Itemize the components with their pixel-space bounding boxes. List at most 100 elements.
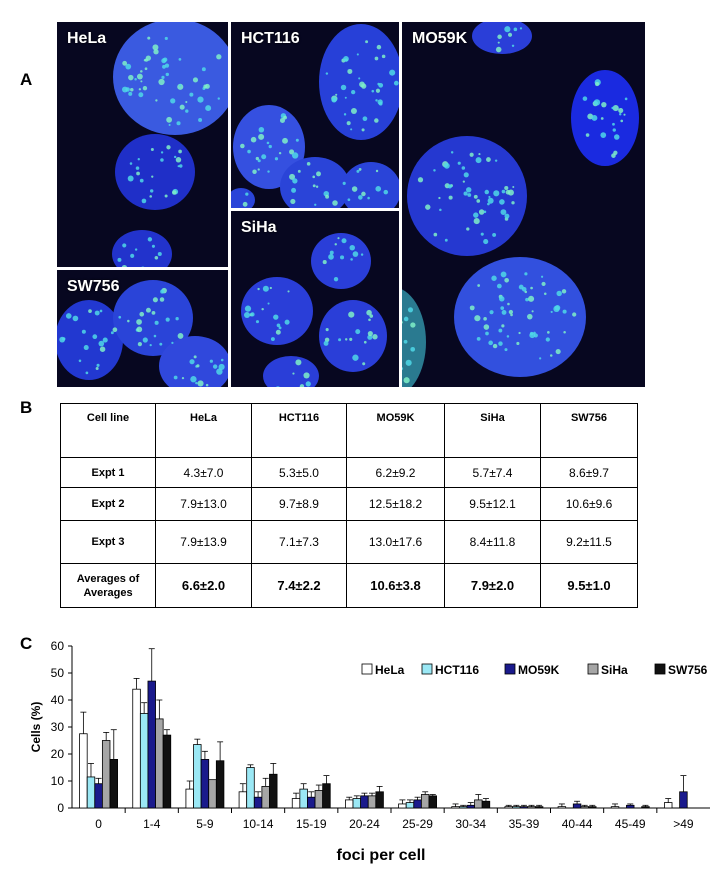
table-row-label: Expt 2 (60, 487, 156, 521)
bar (291, 798, 301, 809)
bar (238, 791, 248, 809)
x-tick-label: 15-19 (296, 817, 327, 831)
bar (664, 802, 673, 809)
bar (155, 718, 164, 809)
legend-swatch (421, 663, 433, 675)
x-tick-label: 10-14 (243, 817, 274, 831)
table-cell: 5.7±7.4 (444, 457, 541, 488)
table-row-label-line: Averages of (76, 572, 140, 585)
table-cell: 9.5±1.0 (540, 563, 638, 608)
micrograph-label-hct116: HCT116 (241, 30, 300, 47)
table-cell: 7.4±2.2 (251, 563, 347, 608)
bar (185, 788, 194, 809)
micrograph-hela: HeLa (57, 22, 228, 267)
table-cell: 6.6±2.0 (155, 563, 252, 608)
bar (215, 760, 225, 809)
bar (193, 744, 202, 809)
table-cell: 7.9±2.0 (444, 563, 541, 608)
table-row: Averages of Averages 6.6±2.0 7.4±2.2 10.6… (60, 563, 638, 608)
micrograph-siha: SiHa (231, 211, 399, 387)
table-row: Expt 1 4.3±7.0 5.3±5.0 6.2±9.2 5.7±7.4 8… (60, 457, 638, 488)
bar (139, 713, 149, 809)
bar (314, 790, 324, 809)
bar (101, 740, 111, 809)
table-cell: 12.5±18.2 (346, 487, 445, 521)
legend-swatch (504, 663, 516, 675)
x-tick-label: 30-34 (455, 817, 486, 831)
bar (413, 799, 422, 809)
bar (200, 758, 210, 809)
bar (94, 783, 103, 809)
bar (345, 799, 354, 809)
bar (572, 803, 582, 809)
y-tick-label: 50 (51, 666, 65, 680)
x-tick-label: 1-4 (143, 817, 161, 831)
x-tick-label: 40-44 (562, 817, 593, 831)
micrograph-mo59k: MO59K (402, 22, 645, 387)
y-tick-label: 30 (51, 720, 65, 734)
legend-swatch (654, 663, 666, 675)
table-row-label: Expt 3 (60, 520, 156, 564)
micrograph-label-mo59k: MO59K (412, 30, 468, 47)
bar (352, 798, 362, 809)
table-cell: 9.5±12.1 (444, 487, 541, 521)
bar (261, 785, 270, 809)
table-cell: 7.9±13.9 (155, 520, 252, 564)
table-cell: 9.2±11.5 (540, 520, 638, 564)
table-row-label: Averages of Averages (60, 563, 156, 608)
x-tick-label: 35-39 (509, 817, 540, 831)
bar (481, 800, 491, 809)
legend-label: MO59K (518, 663, 560, 677)
bar (512, 806, 521, 809)
table-header-cell: Cell line (60, 403, 156, 458)
table-row-label: Expt 1 (60, 457, 156, 488)
bar (474, 799, 483, 809)
table-header-cell: HCT116 (251, 403, 347, 458)
x-tick-label: 20-24 (349, 817, 380, 831)
legend-swatch (587, 663, 599, 675)
table-header-cell: SiHa (444, 403, 541, 458)
chart-legend: HeLa HCT116 MO59K SiHa SW756 (361, 663, 708, 677)
legend-swatch (361, 663, 373, 675)
legend-label: SW756 (668, 663, 708, 677)
legend-label: SiHa (601, 663, 628, 677)
table-row-label-line: Averages (83, 586, 133, 599)
bar (269, 773, 278, 809)
bar (132, 688, 141, 809)
bar (405, 802, 415, 809)
table-cell: 8.6±9.7 (540, 457, 638, 488)
x-tick-label: >49 (673, 817, 694, 831)
bar (322, 783, 331, 809)
bar (580, 806, 589, 809)
bar (367, 795, 377, 809)
legend-label: HeLa (375, 663, 405, 677)
y-tick-label: 0 (57, 801, 64, 815)
micrograph-hct116: HCT116 (231, 22, 399, 208)
bar (299, 788, 308, 809)
table-cell: 9.7±8.9 (251, 487, 347, 521)
bar (398, 803, 407, 809)
table-cell: 8.4±11.8 (444, 520, 541, 564)
table-header-row: Cell line HeLa HCT116 MO59K SiHa SW756 (60, 403, 638, 458)
y-tick-label: 40 (51, 693, 65, 707)
table-cell: 4.3±7.0 (155, 457, 252, 488)
bar (641, 806, 650, 809)
bar (557, 806, 567, 809)
micrograph-label-siha: SiHa (241, 219, 277, 236)
bar (307, 796, 316, 809)
micrograph-sw756: SW756 (57, 270, 228, 387)
bar (86, 776, 96, 809)
x-tick-label: 0 (95, 817, 102, 831)
bar (679, 791, 688, 809)
bar (458, 806, 468, 809)
bar (466, 804, 475, 809)
bar (451, 806, 460, 809)
table-header-cell: MO59K (346, 403, 445, 458)
bar (147, 680, 156, 809)
table-cell: 10.6±3.8 (346, 563, 445, 608)
y-tick-label: 20 (51, 747, 65, 761)
table-row: Expt 3 7.9±13.9 7.1±7.3 13.0±17.6 8.4±11… (60, 520, 638, 564)
y-tick-label: 10 (51, 774, 65, 788)
bar (519, 806, 529, 809)
bar (527, 806, 536, 809)
